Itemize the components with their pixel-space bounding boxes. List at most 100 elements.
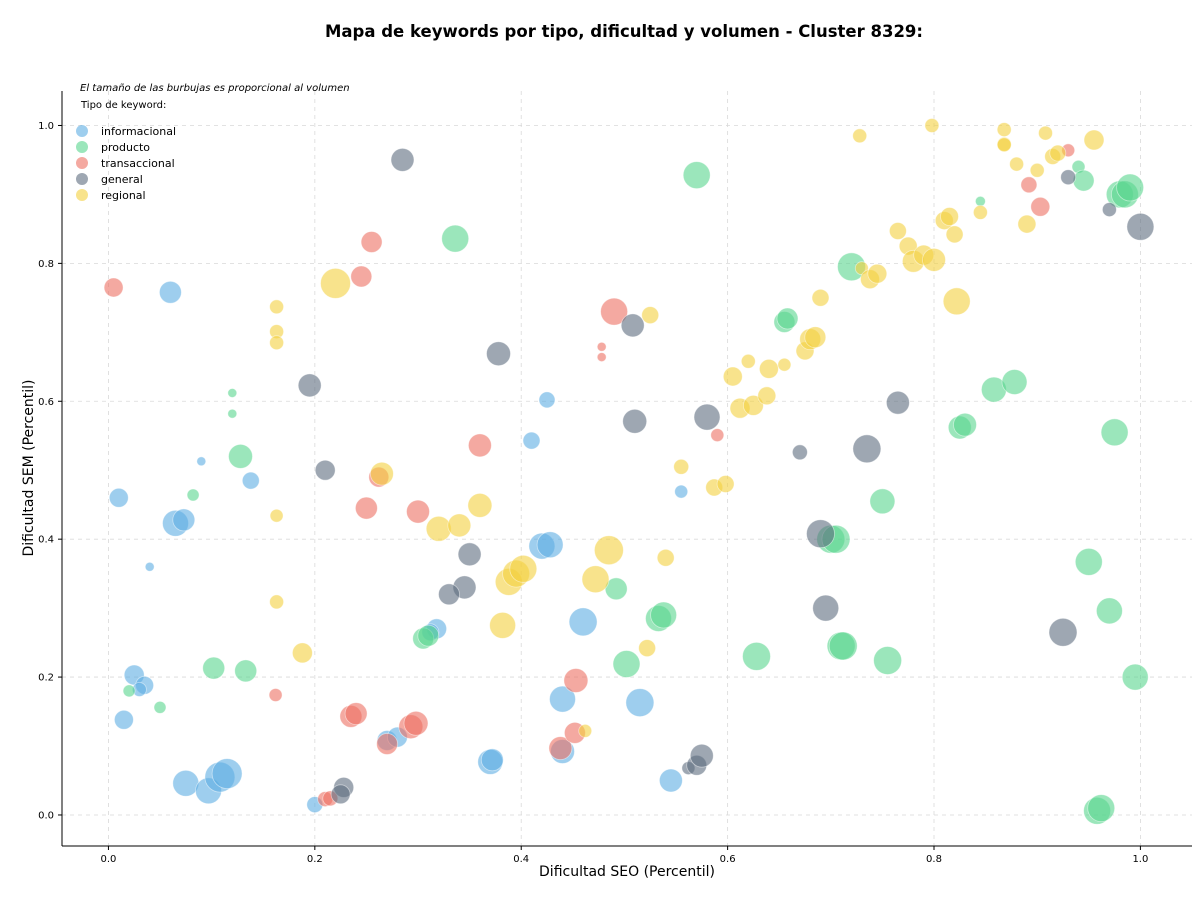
bubble-regional bbox=[743, 394, 764, 416]
bubble-transaccional bbox=[1020, 176, 1038, 194]
bubble-producto bbox=[1074, 548, 1103, 576]
bubble-regional bbox=[509, 554, 538, 583]
bubble-transaccional bbox=[403, 710, 429, 736]
bubble-regional bbox=[1038, 125, 1053, 141]
y-axis-label: Dificultad SEM (Percentil) bbox=[21, 380, 37, 557]
bubble-transaccional bbox=[354, 496, 378, 520]
bubble-producto bbox=[417, 624, 440, 647]
legend-label-regional: regional bbox=[101, 189, 146, 202]
bubble-producto bbox=[953, 412, 977, 437]
legend-marker-general bbox=[76, 173, 88, 185]
bubble-general bbox=[852, 434, 882, 464]
bubble-informacional bbox=[674, 484, 689, 499]
bubble-regional bbox=[722, 366, 743, 387]
y-tick-label: 0.6 bbox=[38, 397, 54, 408]
x-axis-ticks: 0.0 0.2 0.4 0.6 0.8 1.0 bbox=[100, 846, 1148, 865]
bubble-regional bbox=[594, 535, 624, 566]
bubble-regional bbox=[489, 612, 517, 639]
axes-spines bbox=[61, 91, 1192, 847]
series-transaccional bbox=[103, 143, 1076, 807]
bubble-general bbox=[792, 444, 808, 461]
bubble-regional bbox=[1029, 162, 1045, 178]
bubble-layer bbox=[103, 118, 1155, 825]
bubble-transaccional bbox=[376, 733, 399, 755]
bubble-regional bbox=[1083, 129, 1105, 151]
bubble-informacional bbox=[114, 709, 134, 730]
bubble-regional bbox=[942, 287, 971, 316]
bubble-producto bbox=[1116, 173, 1144, 202]
bubble-transaccional bbox=[1030, 196, 1051, 217]
bubble-informacional bbox=[211, 758, 243, 789]
bubble-regional bbox=[673, 458, 690, 475]
legend-title: Tipo de keyword: bbox=[80, 100, 166, 111]
bubble-regional bbox=[467, 492, 493, 518]
bubble-informacional bbox=[241, 471, 260, 490]
bubble-producto bbox=[776, 307, 799, 330]
bubble-informacional bbox=[625, 688, 655, 717]
legend-label-transaccional: transaccional bbox=[101, 157, 175, 170]
bubble-regional bbox=[1049, 144, 1067, 162]
bubble-regional bbox=[1009, 156, 1024, 172]
bubble-producto bbox=[1121, 663, 1149, 691]
bubble-producto bbox=[202, 656, 226, 680]
bubble-general bbox=[438, 583, 460, 606]
bubble-producto bbox=[441, 224, 470, 253]
bubble-producto bbox=[1087, 794, 1116, 822]
legend: informacional producto transaccional genera… bbox=[76, 125, 176, 202]
bubble-regional bbox=[369, 461, 394, 486]
bubble-producto bbox=[1072, 169, 1095, 192]
bubble-producto bbox=[828, 631, 858, 661]
bubble-producto bbox=[227, 408, 238, 419]
bubble-regional bbox=[996, 137, 1012, 153]
bubble-regional bbox=[447, 513, 472, 538]
bubble-regional bbox=[973, 204, 988, 220]
legend-marker-transaccional bbox=[76, 157, 88, 169]
bubble-regional bbox=[759, 358, 779, 379]
bubble-general bbox=[806, 519, 835, 549]
bubble-transaccional bbox=[350, 265, 373, 288]
bubble-informacional bbox=[549, 685, 576, 713]
bubble-general bbox=[314, 459, 336, 481]
bubble-regional bbox=[269, 594, 285, 610]
bubble-regional bbox=[945, 225, 964, 244]
bubble-transaccional bbox=[563, 668, 589, 693]
bubble-producto bbox=[650, 601, 677, 629]
bubble-general bbox=[689, 743, 714, 768]
bubble-producto bbox=[153, 701, 167, 714]
bubble-informacional bbox=[196, 456, 207, 467]
bubble-producto bbox=[122, 684, 136, 698]
bubble-informacional bbox=[659, 768, 683, 793]
bubble-transaccional bbox=[596, 341, 607, 352]
bubble-transaccional bbox=[360, 231, 383, 253]
x-tick-label: 0.0 bbox=[100, 854, 116, 865]
bubble-regional bbox=[924, 118, 940, 133]
series-regional bbox=[269, 118, 1105, 738]
bubble-general bbox=[1102, 202, 1117, 218]
bubble-producto bbox=[227, 388, 238, 398]
bubble-regional bbox=[269, 335, 285, 351]
bubble-transaccional bbox=[467, 433, 492, 458]
bubble-regional bbox=[320, 267, 351, 299]
bubble-regional bbox=[1017, 214, 1037, 234]
bubble-general bbox=[390, 147, 415, 172]
bubble-producto bbox=[186, 488, 200, 502]
bubble-producto bbox=[1100, 418, 1129, 447]
bubble-regional bbox=[804, 326, 827, 349]
legend-label-producto: producto bbox=[101, 141, 150, 154]
bubble-regional bbox=[269, 299, 285, 315]
bubble-informacional bbox=[480, 748, 504, 772]
bubble-regional bbox=[740, 353, 756, 369]
bubble-producto bbox=[975, 195, 986, 207]
bubble-general bbox=[486, 341, 511, 367]
bubble-size-note: El tamaño de las burbujas es proporciona… bbox=[80, 83, 350, 94]
grid-lines bbox=[62, 91, 1192, 846]
bubble-transaccional bbox=[600, 297, 628, 326]
bubble-producto bbox=[612, 650, 641, 678]
series-general bbox=[297, 147, 1155, 805]
bubble-producto bbox=[1096, 597, 1123, 625]
bubble-producto bbox=[869, 488, 896, 515]
bubble-regional bbox=[581, 565, 610, 594]
bubble-transaccional bbox=[548, 736, 573, 760]
x-tick-label: 0.8 bbox=[926, 854, 942, 865]
bubble-general bbox=[297, 373, 322, 398]
